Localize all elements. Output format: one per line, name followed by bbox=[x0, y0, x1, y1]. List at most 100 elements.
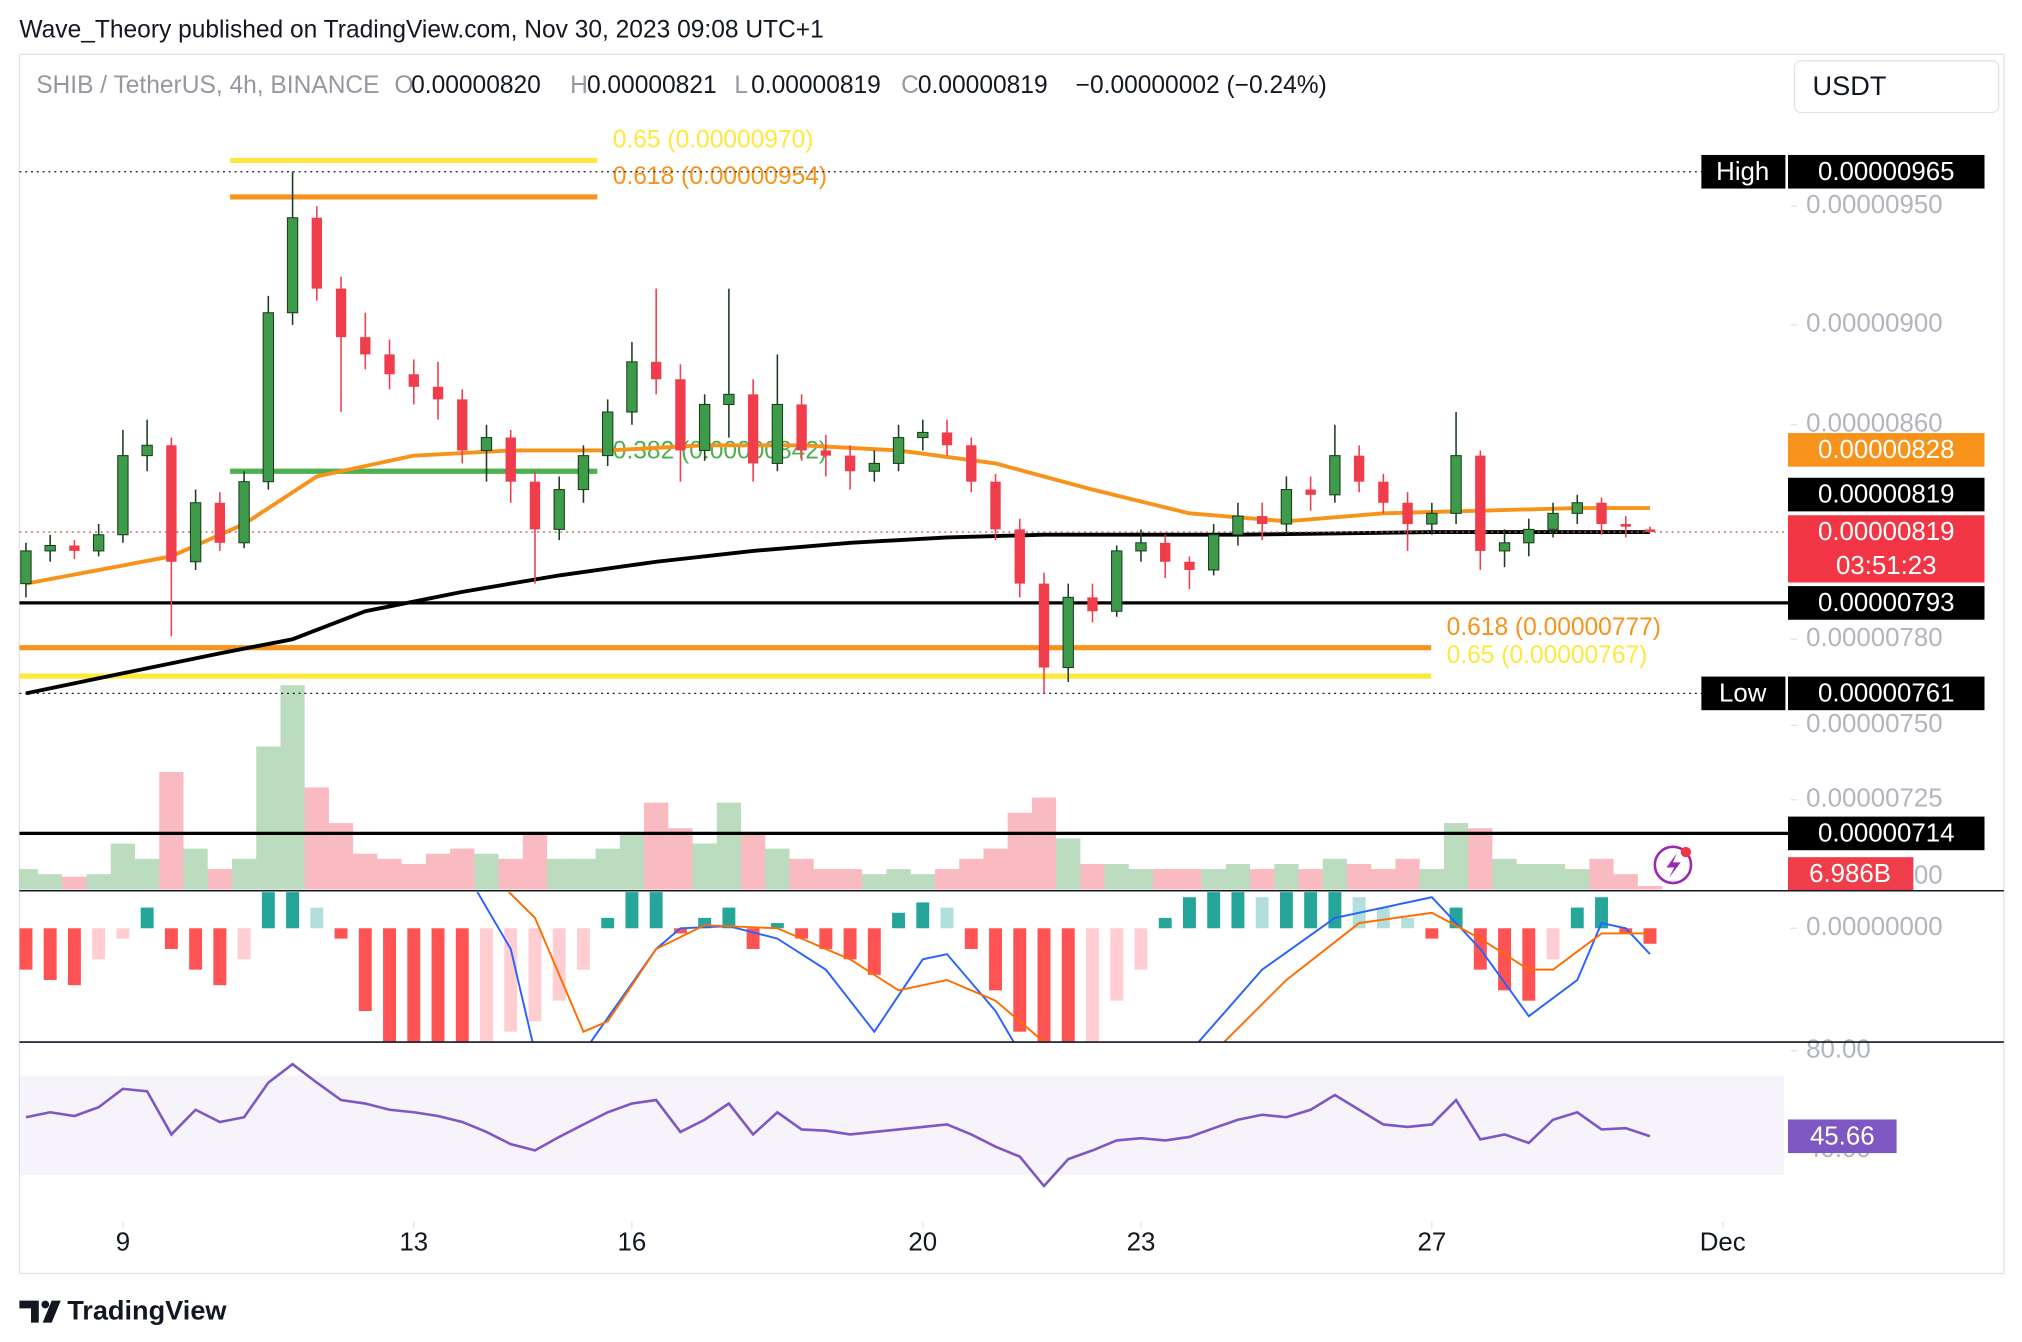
extreme-tag: Low bbox=[1719, 680, 1767, 708]
moving-average bbox=[25, 530, 1650, 696]
volume-bar bbox=[595, 848, 620, 890]
volume-bar bbox=[256, 746, 281, 890]
candle-body bbox=[1475, 455, 1486, 551]
macd-histogram-bar bbox=[480, 928, 493, 1043]
candle-body bbox=[238, 481, 250, 544]
candle-body bbox=[1378, 481, 1389, 503]
macd-histogram-bar bbox=[286, 892, 300, 929]
candle-body bbox=[723, 393, 735, 405]
candle-body bbox=[1111, 550, 1123, 612]
candle-body bbox=[1014, 529, 1025, 584]
volume-bar bbox=[1250, 869, 1275, 890]
candle-body bbox=[796, 404, 807, 451]
macd-pane bbox=[19, 892, 1657, 1043]
volume-bar bbox=[1589, 858, 1614, 890]
x-tick-label: Dec bbox=[1700, 1229, 1746, 1257]
volume-bar bbox=[1201, 869, 1226, 890]
volume-bar bbox=[934, 869, 960, 890]
fib-label: 0.382 (0.00000842) bbox=[613, 437, 827, 464]
candle-body bbox=[868, 462, 881, 472]
volume-bar bbox=[692, 843, 717, 890]
candle-body bbox=[432, 386, 444, 400]
candle-body bbox=[529, 481, 541, 530]
macd-histogram-bar bbox=[1255, 897, 1269, 929]
volume-bar bbox=[1128, 869, 1154, 890]
candle-body bbox=[1498, 542, 1511, 552]
volume-bar bbox=[231, 858, 257, 890]
macd-histogram-bar bbox=[722, 907, 736, 929]
price-label-box bbox=[1787, 515, 1985, 583]
price-pane: 0.65 (0.00000970) 0.618 (0.00000954) 0.382… bbox=[19, 126, 1791, 890]
currency: USDT bbox=[1813, 70, 1887, 101]
currency-button[interactable] bbox=[1793, 60, 2000, 114]
macd-histogram-bar bbox=[261, 892, 275, 929]
volume-bar bbox=[547, 858, 572, 890]
x-tick-label: 23 bbox=[1127, 1229, 1156, 1257]
front-layer: 0.00000793 0.00000714 High 0.00000965 Low 0.0… bbox=[1701, 154, 1985, 1154]
rsi-band bbox=[19, 1075, 1785, 1176]
macd-y-tick-label: 0.00000000 bbox=[1806, 913, 1943, 941]
price-label: 0.00000965 bbox=[1818, 158, 1955, 186]
volume-bar bbox=[38, 874, 63, 890]
candle-body bbox=[311, 217, 322, 289]
volume-bar bbox=[1080, 863, 1105, 890]
candle-body bbox=[917, 431, 929, 439]
candle-body bbox=[1547, 512, 1559, 530]
rsi-line bbox=[25, 1062, 1651, 1188]
candle-body bbox=[1038, 583, 1050, 668]
candle-body bbox=[675, 379, 686, 451]
alert-icon[interactable] bbox=[1653, 845, 1693, 885]
macd-histogram-bar bbox=[455, 928, 469, 1043]
candle-body bbox=[747, 394, 759, 464]
ohlc-key: C bbox=[901, 72, 919, 99]
candle-body bbox=[892, 437, 905, 464]
macd-histogram-bar bbox=[1498, 928, 1512, 991]
volume-bar bbox=[353, 853, 378, 890]
volume-bar bbox=[1056, 838, 1081, 890]
volume-bar bbox=[983, 848, 1008, 890]
macd-histogram-bar bbox=[1522, 928, 1536, 1001]
rsi-label: 45.66 bbox=[1810, 1122, 1875, 1150]
macd-histogram-bar bbox=[213, 928, 227, 986]
macd-histogram-bar bbox=[1231, 892, 1245, 929]
macd-histogram-bar bbox=[1134, 928, 1148, 970]
rsi-label-box bbox=[1787, 1119, 1897, 1154]
candle-body bbox=[1305, 489, 1316, 495]
macd-histogram-bar bbox=[528, 928, 542, 1022]
macd-histogram-bar bbox=[1595, 897, 1608, 929]
countdown: 03:51:23 bbox=[1836, 552, 1937, 580]
candle-body bbox=[844, 455, 856, 472]
volume-bar bbox=[450, 848, 475, 890]
macd-histogram-bar bbox=[504, 928, 518, 1032]
macd-histogram-bar bbox=[43, 928, 57, 980]
change: −0.00000002 (−0.24%) bbox=[1076, 72, 1327, 99]
volume-bar bbox=[1031, 797, 1057, 890]
candle-body bbox=[360, 337, 371, 355]
candle-body bbox=[1135, 542, 1147, 552]
y-tick-label: 0.00000950 bbox=[1806, 191, 1943, 219]
price-label: 0.00000819 bbox=[1818, 518, 1955, 546]
candle-body bbox=[189, 502, 202, 563]
volume-bar bbox=[86, 874, 111, 890]
macd-histogram-bar bbox=[867, 928, 881, 975]
y-tick-label: 0.00000900 bbox=[1806, 310, 1943, 338]
volume-bar bbox=[1322, 858, 1347, 890]
volume-bar bbox=[304, 787, 329, 890]
price-label-box bbox=[1787, 477, 1985, 512]
macd-histogram-bar bbox=[1425, 928, 1439, 939]
candle-body bbox=[1353, 455, 1365, 482]
fib-label: 0.65 (0.00000767) bbox=[1447, 642, 1648, 669]
candle-body bbox=[141, 444, 153, 457]
volume-bar bbox=[1346, 863, 1372, 890]
volume-bar bbox=[377, 858, 402, 890]
macd-histogram-bar bbox=[892, 912, 906, 929]
volume-bar bbox=[1225, 863, 1251, 890]
x-tick-label: 20 bbox=[908, 1229, 937, 1257]
macd-histogram-bar bbox=[1279, 892, 1293, 929]
candle-body bbox=[771, 403, 784, 464]
rsi-y-tick-label: 80.00 bbox=[1806, 1036, 1871, 1064]
candle-body bbox=[20, 550, 32, 585]
candle-body bbox=[577, 455, 590, 491]
candle-body bbox=[1644, 529, 1656, 533]
volume-bar bbox=[1298, 869, 1323, 890]
